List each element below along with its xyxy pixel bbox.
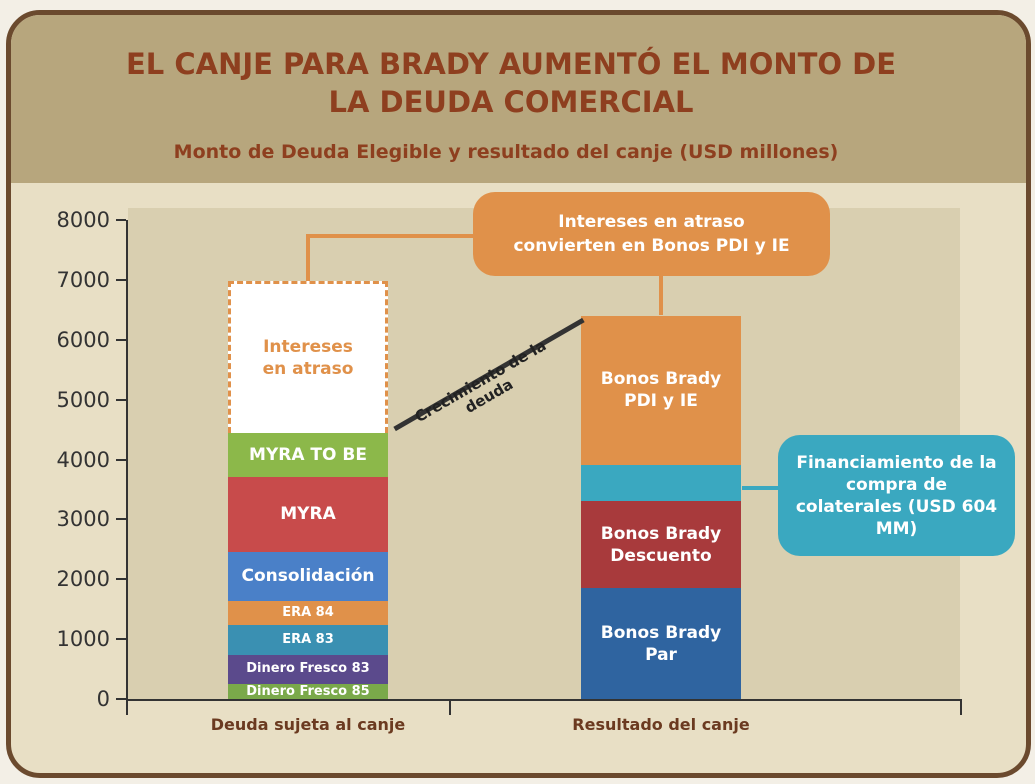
y-axis bbox=[126, 220, 128, 715]
segment-label: Bonos Brady Par bbox=[600, 622, 722, 665]
y-tick bbox=[116, 638, 126, 641]
bar-segment: MYRA bbox=[228, 476, 388, 552]
y-tick bbox=[116, 698, 126, 700]
segment-label: Dinero Fresco 83 bbox=[246, 661, 370, 677]
y-tick bbox=[116, 398, 126, 401]
bar-segment: Dinero Fresco 83 bbox=[228, 654, 388, 685]
y-tick-label: 8000 bbox=[56, 208, 110, 232]
segment-label: MYRA TO BE bbox=[249, 444, 367, 465]
header: EL CANJE PARA BRADY AUMENTÓ EL MONTO DE … bbox=[11, 15, 1026, 183]
connector bbox=[306, 234, 310, 281]
y-tick bbox=[116, 578, 126, 581]
y-tick bbox=[116, 518, 126, 521]
bar-segment: Dinero Fresco 85 bbox=[228, 684, 388, 699]
y-tick-label: 3000 bbox=[56, 507, 110, 532]
connector bbox=[306, 234, 473, 238]
segment-label: Intereses en atraso bbox=[262, 337, 354, 380]
chart-subtitle: Monto de Deuda Elegible y resultado del … bbox=[173, 141, 839, 163]
x-tick bbox=[960, 699, 962, 715]
segment-label: ERA 84 bbox=[282, 604, 334, 620]
annotation: Intereses en atraso convierten en Bonos … bbox=[473, 192, 830, 276]
annotation: Financiamiento de la compra de colateral… bbox=[778, 435, 1015, 556]
bar-segment: ERA 84 bbox=[228, 600, 388, 625]
x-tick-label: Resultado del canje bbox=[572, 715, 750, 734]
bar-segment: Bonos Brady PDI y IE bbox=[581, 315, 741, 466]
connector bbox=[659, 275, 663, 315]
chart-title: EL CANJE PARA BRADY AUMENTÓ EL MONTO DE … bbox=[125, 47, 897, 119]
y-tick-label: 4000 bbox=[56, 447, 110, 472]
bar-segment: Bonos Brady Par bbox=[581, 588, 741, 699]
bar-segment: Consolidación bbox=[228, 551, 388, 601]
x-tick-label: Deuda sujeta al canje bbox=[210, 715, 406, 734]
y-tick bbox=[116, 458, 126, 461]
segment-label: Dinero Fresco 85 bbox=[246, 683, 370, 699]
bar-segment: MYRA TO BE bbox=[228, 432, 388, 477]
bar-segment: ERA 83 bbox=[228, 624, 388, 655]
y-tick-label: 7000 bbox=[56, 267, 110, 292]
y-tick-label: 5000 bbox=[56, 387, 110, 412]
segment-label: MYRA bbox=[280, 504, 336, 525]
y-tick bbox=[116, 219, 126, 221]
y-tick-label: 2000 bbox=[56, 567, 110, 592]
segment-label: ERA 83 bbox=[282, 631, 334, 647]
y-tick bbox=[116, 278, 126, 281]
y-tick-label: 6000 bbox=[56, 327, 110, 352]
y-tick bbox=[116, 338, 126, 341]
y-tick-label: 0 bbox=[96, 687, 110, 711]
y-tick-label: 1000 bbox=[56, 627, 110, 652]
bar-segment: Bonos Brady Descuento bbox=[581, 501, 741, 589]
segment-label: Bonos Brady PDI y IE bbox=[600, 369, 722, 412]
segment-label: Consolidación bbox=[241, 566, 375, 587]
bar-segment bbox=[581, 465, 741, 502]
connector bbox=[742, 486, 778, 490]
bar-segment: Intereses en atraso bbox=[228, 280, 388, 433]
segment-label: Bonos Brady Descuento bbox=[600, 523, 722, 566]
x-axis bbox=[128, 699, 960, 701]
x-tick bbox=[449, 699, 451, 715]
